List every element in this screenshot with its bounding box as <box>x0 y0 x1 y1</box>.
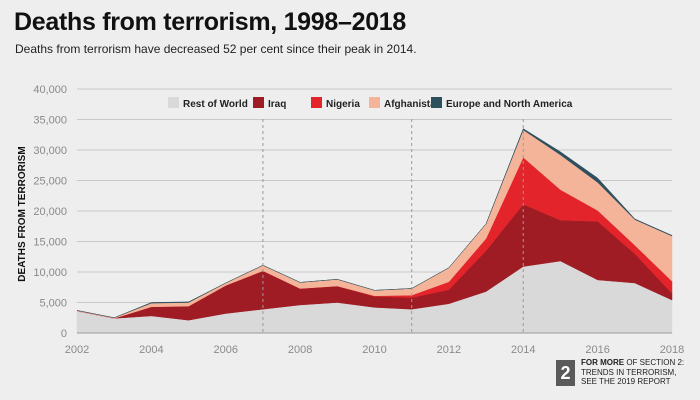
legend-label: Nigeria <box>326 99 360 110</box>
legend-swatch <box>369 97 380 108</box>
footnote-lead: FOR MORE <box>581 358 625 367</box>
section-badge: 2 <box>556 360 575 386</box>
x-tick-label: 2004 <box>139 344 163 356</box>
y-tick-label: 15,000 <box>33 237 67 249</box>
x-tick-label: 2014 <box>511 344 535 356</box>
y-axis-label: DEATHS FROM TERRORISM <box>17 146 28 281</box>
y-tick-label: 35,000 <box>33 115 67 127</box>
x-tick-label: 2006 <box>214 344 238 356</box>
legend-swatch <box>168 97 179 108</box>
footnote-body: OF SECTION 2: TRENDS IN TERRORISM, SEE T… <box>581 358 685 386</box>
legend-label: Europe and North America <box>446 99 573 110</box>
y-tick-label: 10,000 <box>33 267 67 279</box>
x-tick-label: 2008 <box>288 344 312 356</box>
y-tick-label: 25,000 <box>33 176 67 188</box>
x-tick-label: 2012 <box>437 344 461 356</box>
y-tick-label: 5,000 <box>39 298 67 310</box>
legend-label: Afghanistan <box>384 99 442 110</box>
y-tick-label: 20,000 <box>33 206 67 218</box>
x-tick-label: 2018 <box>660 344 684 356</box>
legend-swatch <box>431 97 442 108</box>
footnote: 2 FOR MORE OF SECTION 2: TRENDS IN TERRO… <box>556 358 696 392</box>
x-tick-label: 2016 <box>585 344 609 356</box>
y-tick-label: 40,000 <box>33 84 67 96</box>
legend-label: Iraq <box>268 99 286 110</box>
footnote-text: FOR MORE OF SECTION 2: TRENDS IN TERRORI… <box>581 358 693 387</box>
y-tick-label: 0 <box>61 328 67 340</box>
legend-swatch <box>253 97 264 108</box>
legend-label: Rest of World <box>183 99 248 110</box>
y-tick-label: 30,000 <box>33 145 67 157</box>
x-tick-label: 2002 <box>65 344 89 356</box>
chart-subtitle: Deaths from terrorism have decreased 52 … <box>15 42 417 56</box>
chart-title: Deaths from terrorism, 1998–2018 <box>14 8 406 36</box>
x-tick-label: 2010 <box>362 344 386 356</box>
legend-swatch <box>311 97 322 108</box>
area-series-europe-and-north-america <box>76 128 673 319</box>
